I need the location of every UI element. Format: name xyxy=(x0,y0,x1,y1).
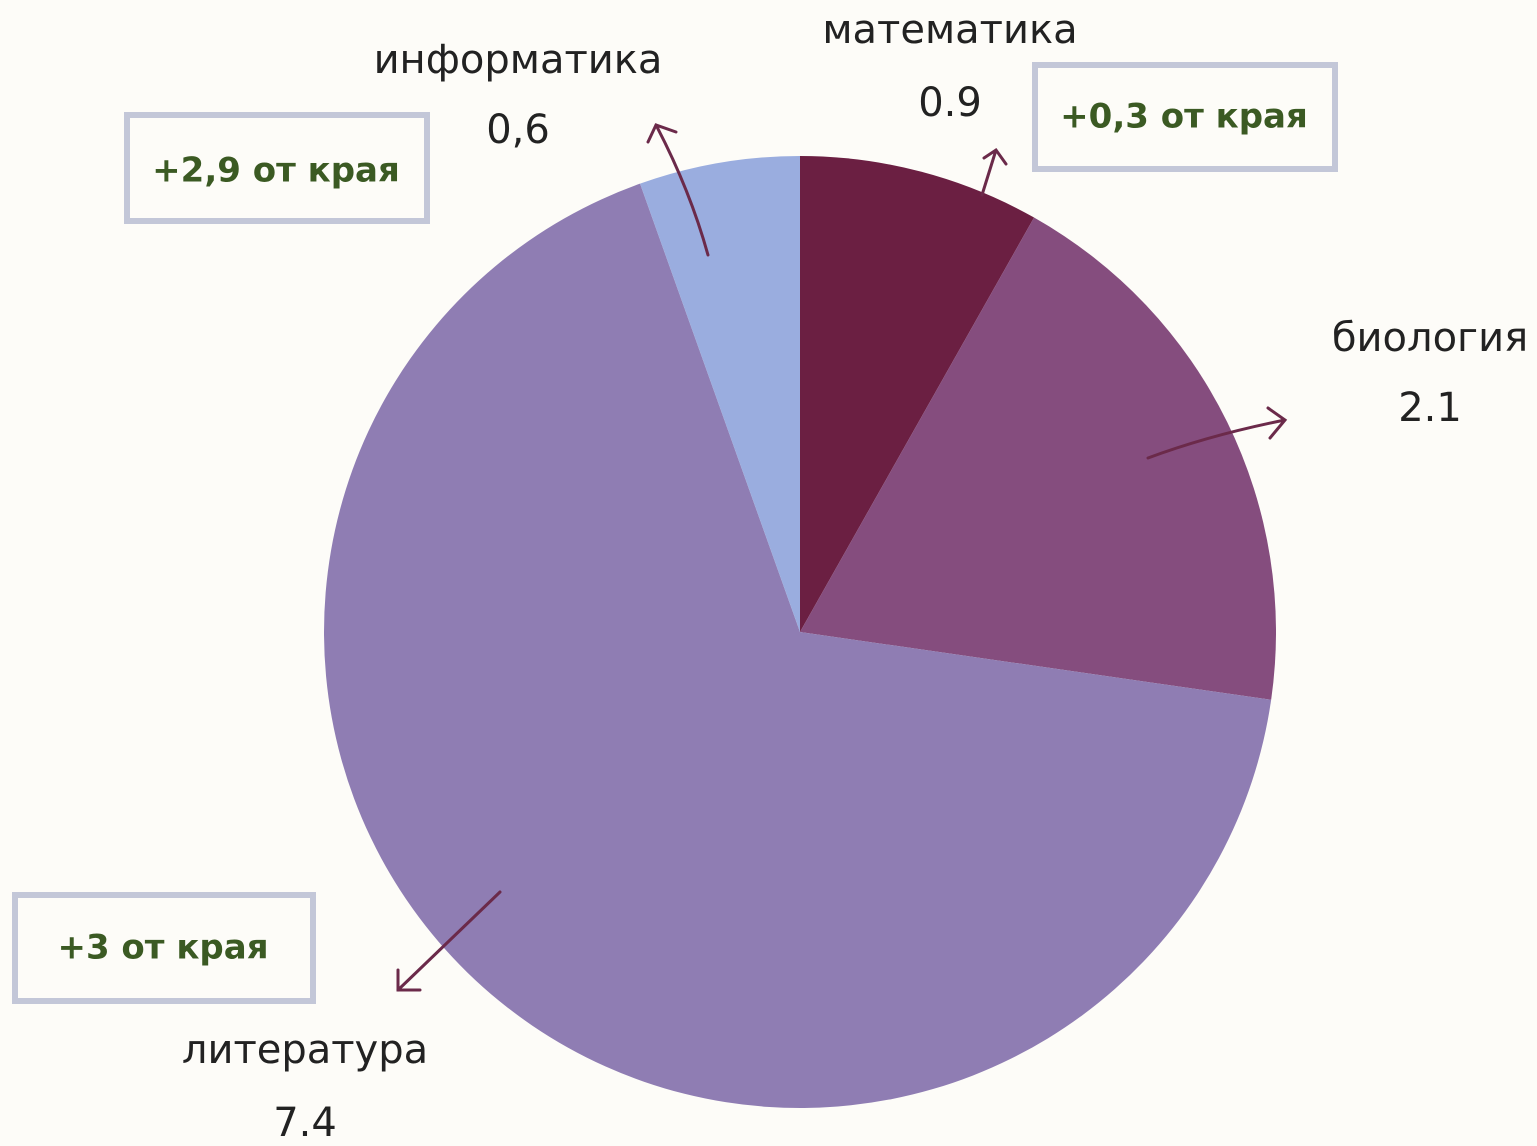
slice-label: информатика xyxy=(374,37,663,83)
pie xyxy=(324,156,1277,1109)
arrow xyxy=(396,890,502,992)
annotation: +3 от края xyxy=(57,928,268,968)
annotation: +0,3 от края xyxy=(1060,97,1308,137)
slice xyxy=(800,156,1035,632)
slice xyxy=(640,156,800,632)
annotation-box xyxy=(12,892,316,1004)
value-label: 0,6 xyxy=(486,107,550,153)
value-label: 7.4 xyxy=(273,1100,337,1146)
arrow xyxy=(980,147,1008,197)
value-label: 0.9 xyxy=(918,80,982,126)
annotation-box xyxy=(1032,62,1338,172)
slice-label: биология xyxy=(1332,315,1528,361)
value-label: 2.1 xyxy=(1398,385,1462,431)
slice xyxy=(324,183,1272,1109)
arrow xyxy=(646,123,710,257)
slice xyxy=(800,217,1277,700)
annotation-box xyxy=(124,112,430,224)
arrows xyxy=(396,123,1288,992)
arrow xyxy=(1146,406,1288,460)
slice-label: литература xyxy=(182,1027,428,1073)
annotation: +2,9 от края xyxy=(152,151,400,191)
slice-label: математика xyxy=(822,7,1077,53)
